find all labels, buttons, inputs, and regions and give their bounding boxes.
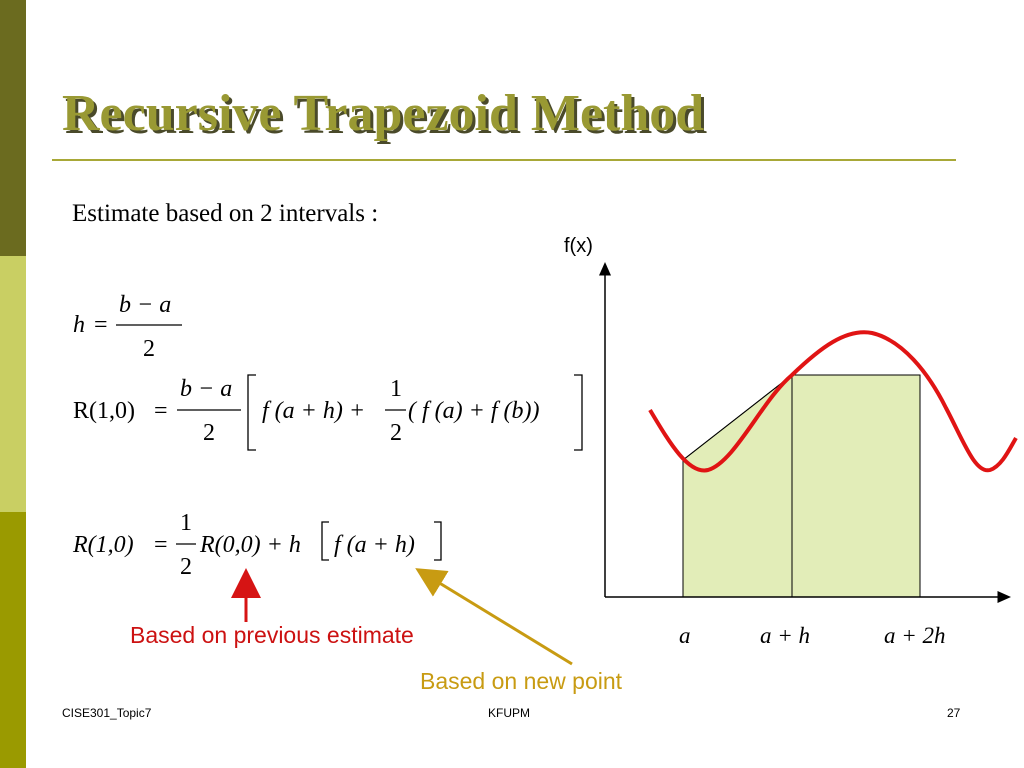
eq-rec-equals: = [154,532,168,558]
eq-h-denominator: 2 [143,336,155,362]
x-label-a-plus-h: a + h [760,623,810,648]
x-label-a: a [679,623,691,648]
annotation-new-point: Based on new point [420,668,623,694]
eq-r10-term1: f (a + h) + [262,398,366,424]
y-axis-label: f(x) [564,235,593,257]
eq-r10-denominator: 2 [203,420,215,446]
sidebar-segment-dark [0,0,26,256]
eq-r10-numerator: b − a [180,376,233,402]
equation-rules [116,324,583,561]
eq-r10-left-bracket [247,374,256,451]
footer-course: CISE301_Topic7 [62,706,152,720]
arrow-new-point [415,568,573,666]
function-curve [648,330,1018,473]
sidebar-segment-olive [0,512,26,768]
trapezoid-right [791,374,921,598]
eq-h-lhs: h [73,312,85,338]
footer-institution: KFUPM [488,706,530,720]
graph: f(x) a a + h a + 2h [564,235,1018,648]
eq-rec-lhs: R(1,0) [73,532,134,558]
eq-rec-left-bracket [321,521,329,561]
eq-rec-rhs: R(0,0) + h [200,532,301,558]
annotation-previous-estimate: Based on previous estimate [130,622,414,648]
eq-rec-numerator: 1 [180,510,192,536]
eq-h-numerator: b − a [119,292,172,318]
eq-r10-half-den: 2 [390,420,402,446]
eq-r10-equals: = [154,398,168,424]
left-decorative-bar [0,0,26,768]
slide-title: Recursive Trapezoid Method [62,85,705,142]
eq-r10-half-num: 1 [390,376,402,402]
chord-line [682,374,793,461]
estimate-text: Estimate based on 2 intervals : [72,200,379,227]
eq-r10-lhs: R(1,0) [73,398,135,424]
eq-r10-right-bracket [574,374,583,451]
eq-rec-right-bracket [434,521,442,561]
eq-h-equals: = [94,312,108,338]
sidebar-segment-light [0,256,26,512]
eq-r10-term2: ( f (a) + f (b)) [408,398,540,424]
trapezoid-left [682,373,793,598]
x-label-a-plus-2h: a + 2h [884,623,946,648]
footer-page-number: 27 [947,706,961,720]
title-underline [52,159,956,161]
eq-rec-denominator: 2 [180,554,192,580]
eq-rec-bracket-content: f (a + h) [334,532,415,558]
